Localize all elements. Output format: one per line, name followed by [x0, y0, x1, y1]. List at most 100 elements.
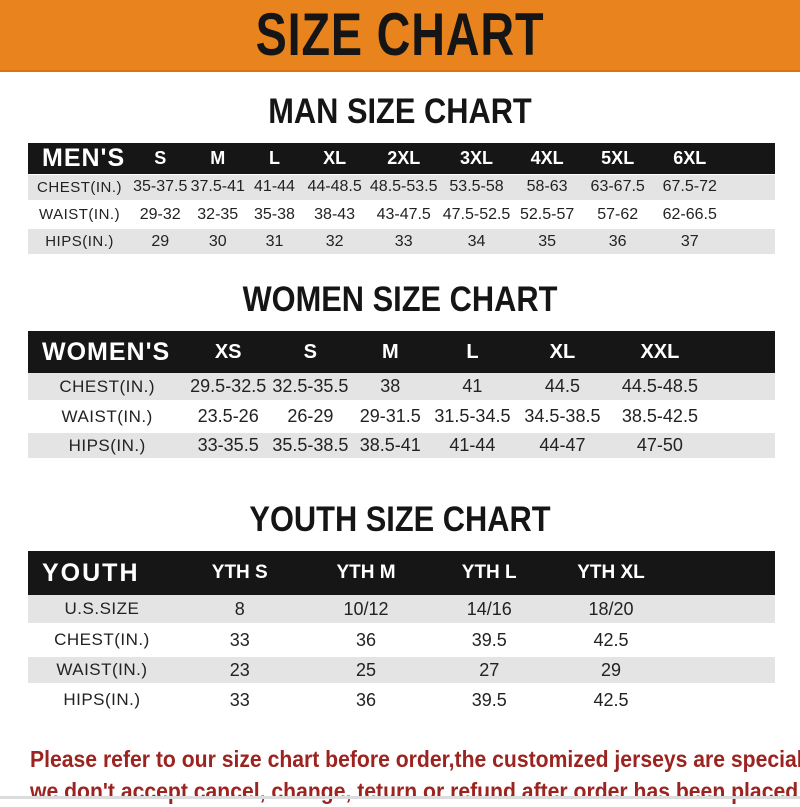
table-cell: 62-66.5: [653, 200, 727, 229]
women-size-table: WOMEN'S XS S M L XL XXL CHEST(IN.) 29.5-32.5 32.5…: [28, 331, 775, 462]
table-cell: 43-47.5: [366, 200, 442, 229]
filler-cell: [709, 331, 775, 373]
row-label: HIPS(IN.): [28, 685, 176, 717]
note-line-1: Please refer to our size chart before or…: [30, 746, 800, 772]
row-label: U.S.SIZE: [28, 595, 176, 627]
table-cell: 44.5: [515, 373, 610, 404]
table-cell: 35.5-38.5: [270, 431, 351, 462]
filler-cell: [671, 655, 775, 687]
table-cell: 32-35: [189, 200, 247, 229]
size-column-header: L: [429, 331, 516, 373]
table-cell: 41: [429, 373, 516, 404]
size-column-header: 5XL: [582, 143, 654, 174]
table-row: WAIST(IN.) 23.5-26 26-29 29-31.5 31.5-34.5 34…: [28, 402, 775, 433]
size-column-header: YTH S: [175, 551, 304, 595]
table-cell: 31: [246, 227, 303, 256]
row-label: HIPS(IN.): [28, 227, 132, 256]
filler-cell: [709, 402, 775, 433]
youth-size-table: YOUTH YTH S YTH M YTH L YTH XL U.S.SIZE 8 10/12…: [28, 551, 775, 717]
table-cell: 23.5-26: [186, 402, 271, 433]
row-label: CHEST(IN.): [28, 173, 132, 202]
row-label: WAIST(IN.): [28, 200, 132, 229]
table-cell: 35-37.5: [131, 173, 190, 202]
note-line-2: we don't accept cancel, change, teturn o…: [30, 778, 800, 804]
row-label: WAIST(IN.): [28, 402, 187, 433]
table-cell: 41-44: [246, 173, 303, 202]
row-label: HIPS(IN.): [28, 431, 187, 462]
table-cell: 32: [302, 227, 367, 256]
filler-cell: [671, 595, 775, 627]
table-cell: 44-48.5: [302, 173, 367, 202]
size-column-header: M: [350, 331, 430, 373]
header-row: MEN'S S M L XL 2XL 3XL 4XL 5XL 6XL: [28, 143, 775, 174]
table-cell: 39.5: [428, 625, 551, 657]
header-row: WOMEN'S XS S M L XL XXL: [28, 331, 775, 373]
size-column-header: S: [131, 143, 190, 174]
table-row: U.S.SIZE 8 10/12 14/16 18/20: [28, 595, 775, 627]
table-cell: 34: [441, 227, 512, 256]
filler-cell: [709, 373, 775, 404]
table-cell: 26-29: [270, 402, 351, 433]
man-section-heading: MAN SIZE CHART: [268, 92, 532, 131]
table-cell: 42.5: [550, 625, 672, 657]
table-cell: 42.5: [550, 685, 672, 717]
table-cell: 29-32: [131, 200, 190, 229]
filler-cell: [726, 200, 775, 229]
table-cell: 41-44: [429, 431, 516, 462]
table-row: HIPS(IN.) 33 36 39.5 42.5: [28, 685, 775, 717]
table-label: WOMEN'S: [28, 331, 187, 373]
size-column-header: XL: [515, 331, 610, 373]
row-label: CHEST(IN.): [28, 625, 176, 657]
table-cell: 38.5-41: [350, 431, 430, 462]
table-cell: 8: [175, 595, 304, 627]
youth-section-heading: YOUTH SIZE CHART: [249, 500, 551, 539]
row-label: CHEST(IN.): [28, 373, 187, 404]
filler-cell: [671, 625, 775, 657]
table-cell: 33: [175, 685, 304, 717]
table-cell: 35: [512, 227, 583, 256]
table-cell: 29.5-32.5: [186, 373, 271, 404]
table-cell: 39.5: [428, 685, 551, 717]
size-column-header: 4XL: [512, 143, 583, 174]
table-cell: 58-63: [512, 173, 583, 202]
table-cell: 36: [303, 625, 429, 657]
filler-cell: [671, 685, 775, 717]
table-row: CHEST(IN.) 33 36 39.5 42.5: [28, 625, 775, 657]
table-cell: 27: [428, 655, 551, 687]
size-column-header: S: [270, 331, 351, 373]
table-cell: 67.5-72: [653, 173, 727, 202]
table-row: WAIST(IN.) 23 25 27 29: [28, 655, 775, 687]
table-label: MEN'S: [28, 143, 132, 174]
size-column-header: XXL: [609, 331, 710, 373]
table-cell: 29: [550, 655, 672, 687]
table-cell: 33: [175, 625, 304, 657]
filler-cell: [726, 227, 775, 256]
table-cell: 10/12: [303, 595, 429, 627]
size-column-header: XS: [186, 331, 271, 373]
table-cell: 14/16: [428, 595, 551, 627]
table-cell: 33-35.5: [186, 431, 271, 462]
table-cell: 38: [350, 373, 430, 404]
filler-cell: [709, 431, 775, 462]
table-cell: 32.5-35.5: [270, 373, 351, 404]
table-row: HIPS(IN.) 29 30 31 32 33 34 35 36 37: [28, 227, 775, 256]
size-column-header: YTH M: [303, 551, 429, 595]
size-column-header: 2XL: [366, 143, 442, 174]
size-column-header: YTH XL: [550, 551, 672, 595]
table-cell: 35-38: [246, 200, 303, 229]
table-cell: 34.5-38.5: [515, 402, 610, 433]
table-cell: 31.5-34.5: [429, 402, 516, 433]
table-cell: 36: [582, 227, 654, 256]
banner: SIZE CHART: [0, 0, 800, 72]
filler-cell: [726, 143, 775, 174]
table-cell: 38.5-42.5: [609, 402, 710, 433]
table-cell: 36: [303, 685, 429, 717]
disclaimer-note: Please refer to our size chart before or…: [30, 743, 800, 807]
table-cell: 23: [175, 655, 304, 687]
bottom-edge-divider: [0, 796, 800, 799]
table-cell: 44-47: [515, 431, 610, 462]
filler-cell: [671, 551, 775, 595]
header-row: YOUTH YTH S YTH M YTH L YTH XL: [28, 551, 775, 595]
table-cell: 33: [366, 227, 442, 256]
